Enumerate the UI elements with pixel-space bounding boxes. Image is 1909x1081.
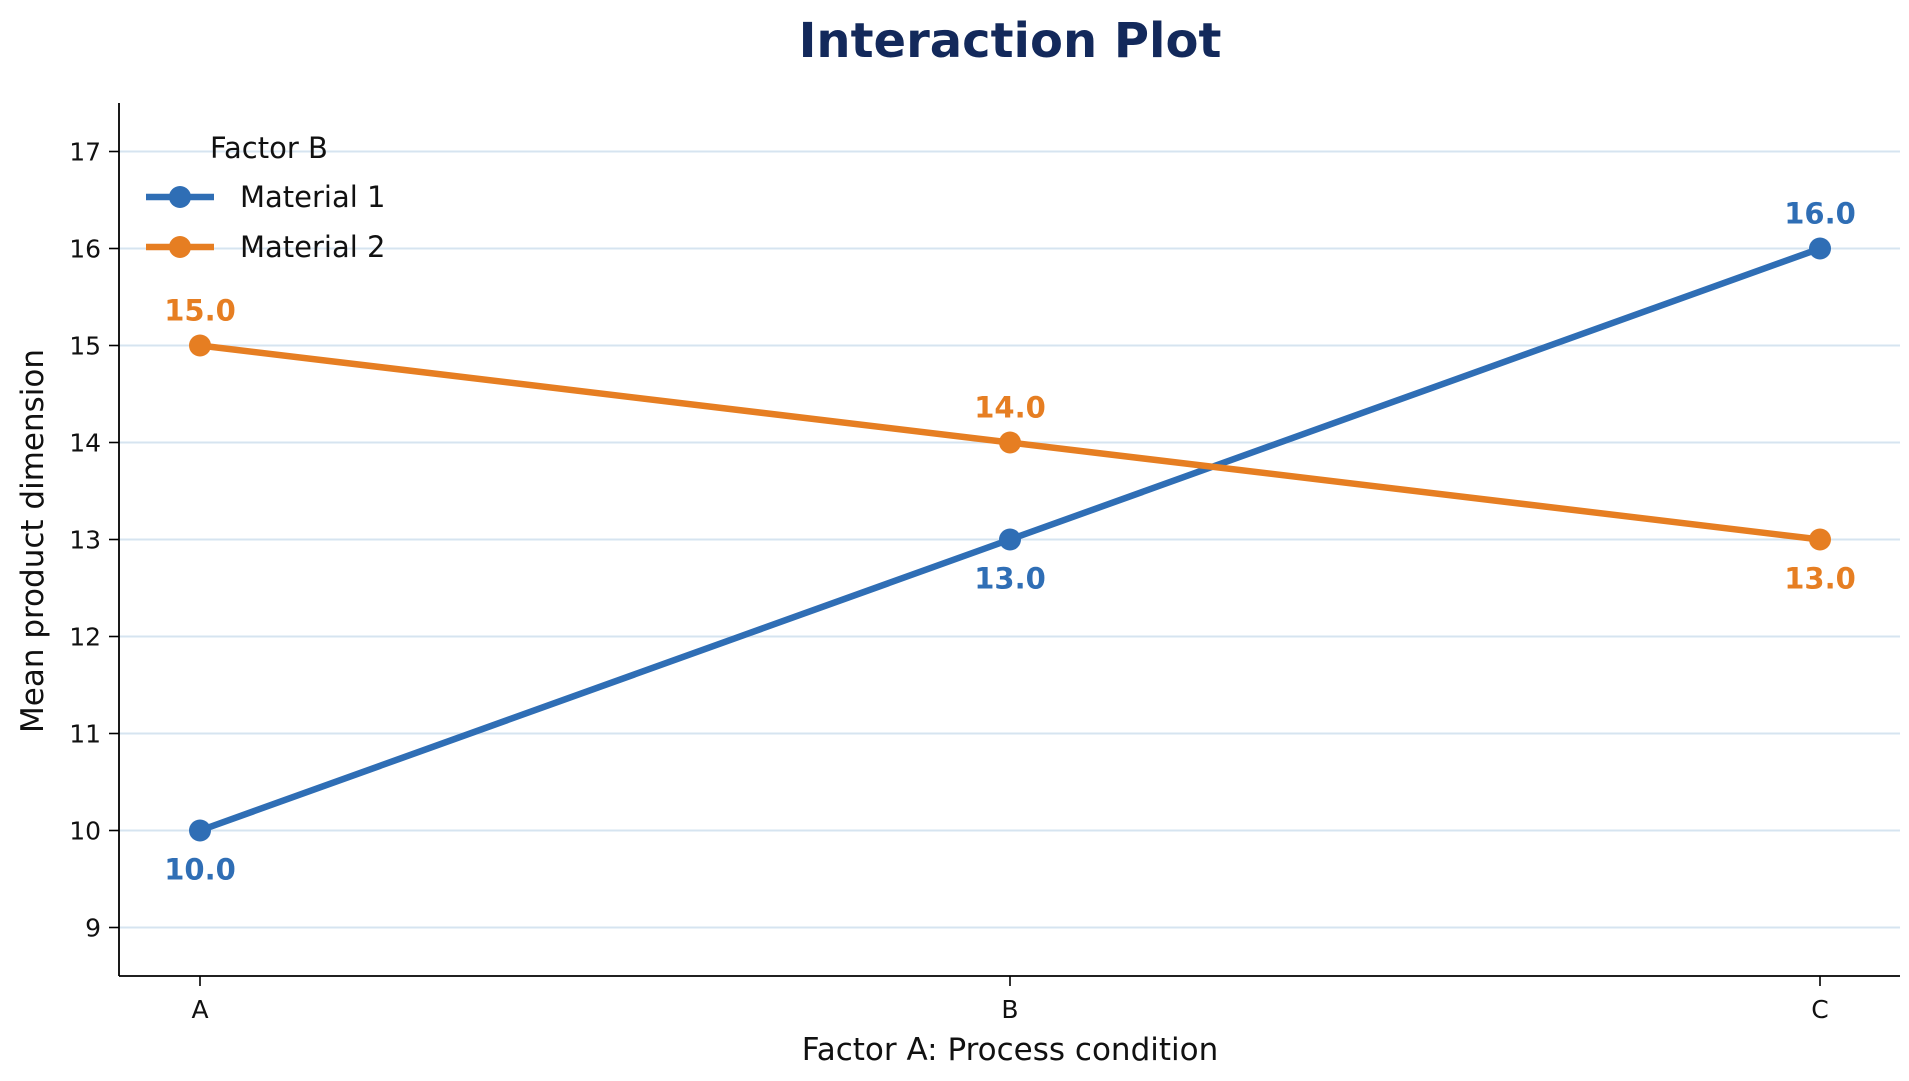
data-label: 14.0 [974, 391, 1046, 425]
x-axis-label: Factor A: Process condition [802, 1032, 1219, 1068]
series-layer [189, 237, 1831, 842]
legend-label: Material 2 [240, 230, 385, 264]
x-tick-label: B [1001, 995, 1018, 1024]
data-point [999, 431, 1021, 454]
y-tick-label: 16 [69, 235, 101, 264]
x-tick-label: C [1811, 995, 1828, 1024]
data-label: 16.0 [1784, 197, 1856, 231]
legend: Factor B Material 1 Material 2 [146, 131, 385, 264]
data-point [999, 528, 1021, 551]
legend-swatch-marker [169, 236, 191, 258]
data-label: 13.0 [974, 562, 1046, 596]
data-label: 13.0 [1784, 562, 1856, 596]
chart-title: Interaction Plot [799, 13, 1222, 69]
y-axis-label: Mean product dimension [15, 349, 51, 733]
data-point [189, 819, 211, 842]
data-point [1809, 237, 1831, 260]
y-tick-label: 9 [85, 914, 101, 943]
data-labels: 10.0 15.0 13.0 14.0 16.0 13.0 [164, 197, 1856, 887]
data-point [1809, 528, 1831, 551]
y-tick-label: 17 [69, 138, 101, 167]
data-label: 15.0 [164, 294, 236, 328]
y-tick-label: 13 [69, 526, 101, 555]
legend-label: Material 1 [240, 180, 385, 214]
data-label: 10.0 [164, 853, 236, 887]
y-tick-label: 14 [69, 429, 101, 458]
legend-title: Factor B [210, 131, 328, 165]
x-tick-label: A [191, 995, 208, 1024]
y-tick-label: 11 [69, 720, 101, 749]
axes: 9 10 11 12 13 14 15 16 17 A B C [69, 103, 1900, 1024]
data-point [189, 334, 211, 357]
y-tick-label: 10 [69, 817, 101, 846]
legend-swatch-marker [169, 186, 191, 208]
y-tick-label: 12 [69, 623, 101, 652]
y-tick-label: 15 [69, 332, 101, 361]
